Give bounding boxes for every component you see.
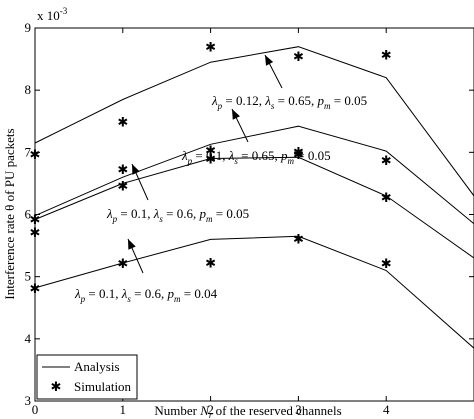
annotation-arrow-head (265, 55, 274, 66)
x-axis-ticks: 0 1 2 3 4 (32, 28, 390, 417)
simulation-point: ✱ (205, 152, 216, 167)
svg-text:x 10-3: x 10-3 (37, 6, 68, 23)
simulation-point: ✱ (30, 212, 41, 227)
simulation-point: ✱ (381, 256, 392, 271)
simulation-point: ✱ (205, 143, 216, 158)
analysis-line-2 (34, 125, 474, 225)
simulation-point: ✱ (293, 147, 304, 162)
y-exponent-base: x 10 (37, 8, 60, 23)
plot-area (34, 27, 474, 402)
analysis-lines (34, 46, 474, 349)
annotation-label-1: λp = 0.12, λs = 0.65, pm = 0.05 (211, 93, 367, 111)
y-tick-label: 9 (25, 20, 32, 35)
simulation-point: ✱ (205, 40, 216, 55)
simulation-point: ✱ (117, 114, 128, 129)
y-tick-label: 4 (25, 331, 32, 346)
y-exponent-power: -3 (60, 6, 68, 16)
x-tick-label: 1 (120, 402, 127, 417)
annotation-arrow-head (132, 164, 140, 175)
legend-analysis-label: Analysis (74, 359, 120, 374)
y-tick-label: 6 (25, 207, 32, 222)
annotation-label-2: λp = 0.1, λs = 0.65, pm = 0.05 (181, 148, 331, 166)
y-tick-label: 5 (25, 269, 32, 284)
legend: Analysis ✱ Simulation (36, 354, 138, 400)
y-tick-label: 7 (25, 144, 32, 159)
annotations: λp = 0.12, λs = 0.65, pm = 0.05 λp = 0.1,… (74, 54, 367, 304)
x-tick-label: 2 (207, 402, 214, 417)
simulation-point: ✱ (205, 255, 216, 270)
y-tick-label: 3 (25, 393, 32, 408)
analysis-line-3 (34, 156, 474, 259)
y-exponent-label: x 10-3 (37, 6, 68, 23)
simulation-point: ✱ (381, 48, 392, 63)
y-axis-title: Interference rate θ of PU packets (2, 128, 17, 299)
x-tick-label: 4 (383, 402, 390, 417)
annotation-arrow-head (128, 239, 136, 250)
legend-box (36, 354, 138, 400)
simulation-point: ✱ (30, 281, 41, 296)
simulation-point: ✱ (30, 147, 41, 162)
x-tick-label: 3 (295, 402, 302, 417)
simulation-point: ✱ (381, 153, 392, 168)
analysis-line-1 (34, 46, 474, 197)
simulation-markers: ✱✱✱✱ ✱✱✱✱ ✱✱✱✱✱ ✱✱✱✱ ✱✱✱ (30, 40, 392, 296)
simulation-point: ✱ (30, 225, 41, 240)
simulation-point: ✱ (293, 49, 304, 64)
simulation-point: ✱ (117, 178, 128, 193)
legend-simulation-swatch: ✱ (51, 379, 62, 394)
annotation-label-3: λp = 0.1, λs = 0.6, pm = 0.05 (106, 206, 249, 224)
simulation-point: ✱ (293, 232, 304, 247)
analysis-line-4 (34, 235, 474, 349)
annotation-arrow-head (232, 109, 240, 120)
simulation-point: ✱ (117, 162, 128, 177)
simulation-point: ✱ (293, 145, 304, 160)
x-tick-label: 0 (32, 402, 39, 417)
simulation-point: ✱ (117, 256, 128, 271)
x-axis-subscript: r (209, 410, 213, 419)
y-tick-label: 8 (25, 82, 32, 97)
annotation-label-4: λp = 0.1, λs = 0.6, pm = 0.04 (74, 286, 218, 304)
y-axis-ticks: 3 4 5 6 7 8 9 (25, 20, 474, 408)
simulation-point: ✱ (381, 190, 392, 205)
legend-simulation-label: Simulation (74, 379, 132, 394)
x-axis-symbol: N (199, 403, 210, 418)
x-axis-title: Number Nr of the reserved channels (154, 403, 341, 419)
